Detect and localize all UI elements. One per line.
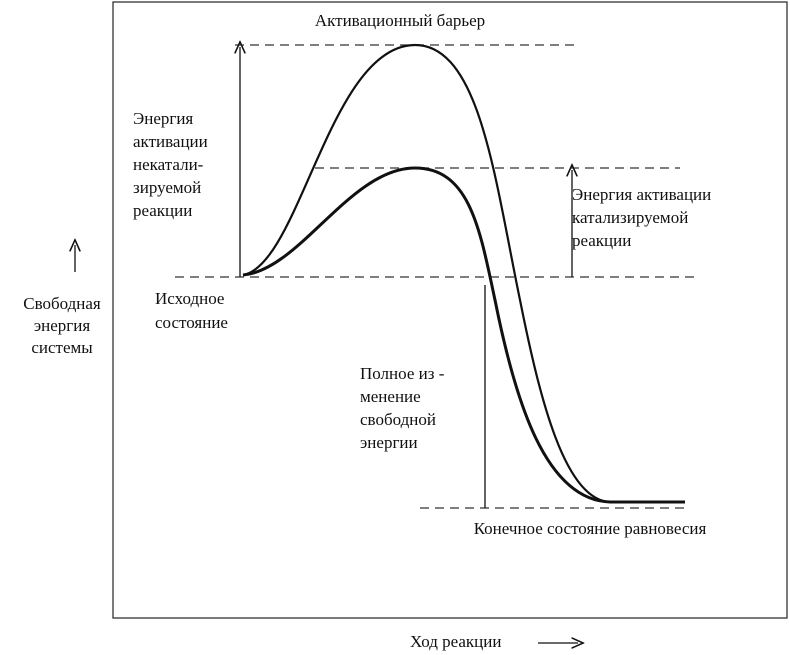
initial-state-line: Исходное [155,289,224,308]
uncatalyzed-energy-line: реакции [133,201,192,220]
catalyzed-energy-line: реакции [572,231,631,250]
uncatalyzed-energy-line: активации [133,132,208,151]
x-axis-label: Ход реакции [410,632,501,651]
y-axis-line: Свободная [23,294,101,313]
y-axis-line: энергия [34,316,91,335]
uncatalyzed-energy-line: некатали- [133,155,204,174]
barrier-label: Активационный барьер [315,11,485,30]
uncatalyzed-energy-line: Энергия [133,109,193,128]
catalyzed-curve [242,166,685,504]
catalyzed-energy-line: катализируемой [572,208,688,227]
uncatalyzed-curve [242,43,685,504]
final-state-label: Конечное состояние равновесия [474,519,707,538]
arrows [75,47,578,643]
initial-state-line: состояние [155,313,228,332]
guides [175,44,700,509]
total-change-line: менение [360,387,421,406]
total-change-line: свободной [360,410,436,429]
frame [112,1,788,619]
catalyzed-energy-line: Энергия активации [572,185,711,204]
y-axis-line: системы [31,338,93,357]
total-change-line: Полное из - [360,364,445,383]
uncatalyzed-energy-line: зируемой [133,178,201,197]
total-change-line: энергии [360,433,418,452]
